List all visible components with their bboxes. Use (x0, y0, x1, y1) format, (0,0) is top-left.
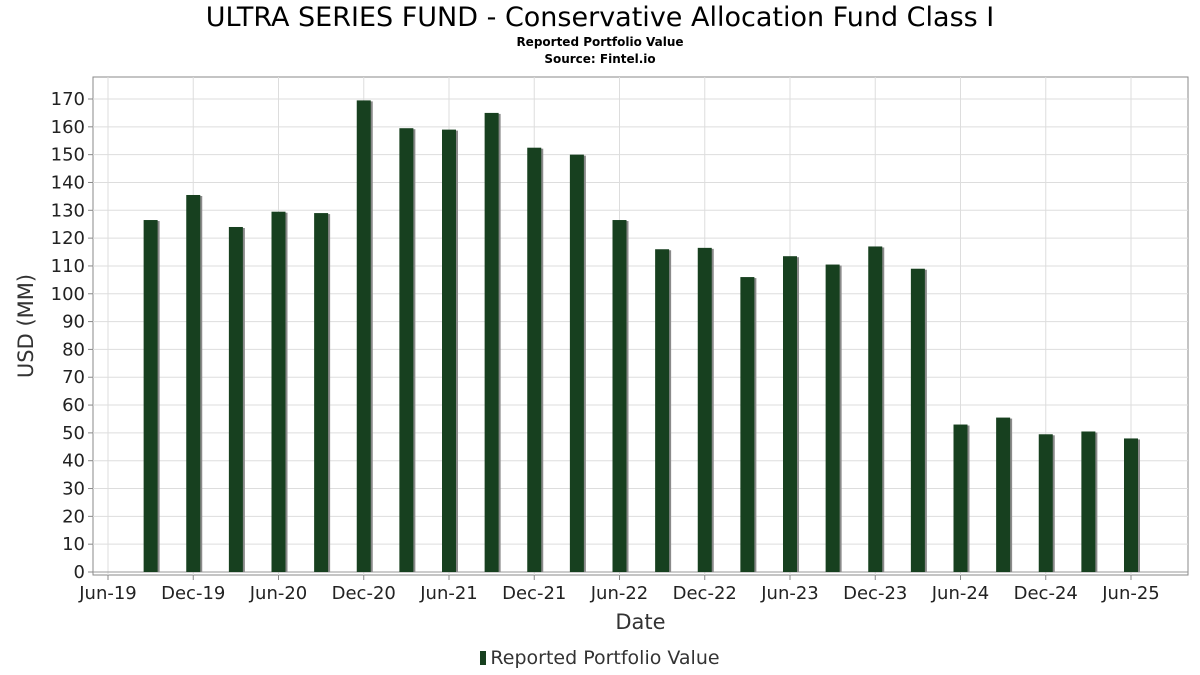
y-tick-label: 110 (51, 256, 85, 277)
bar (655, 249, 670, 572)
chart-title: ULTRA SERIES FUND - Conservative Allocat… (205, 2, 995, 33)
x-tick-label: Jun-22 (590, 583, 649, 604)
y-tick-label: 70 (62, 367, 85, 388)
bar (399, 128, 414, 572)
bar (356, 100, 371, 572)
bar (314, 213, 329, 572)
bar (143, 220, 158, 572)
x-tick-label: Jun-20 (249, 583, 308, 604)
bar (271, 211, 286, 572)
bar (1124, 438, 1138, 572)
legend: Reported Portfolio Value (0, 647, 1200, 669)
plot-area (92, 76, 1189, 576)
x-tick-label: Dec-19 (161, 583, 225, 604)
x-tick-label: Jun-24 (931, 583, 990, 604)
bar (612, 220, 627, 572)
y-tick-label: 90 (62, 312, 85, 333)
bar (996, 417, 1011, 572)
y-tick-label: 120 (51, 228, 85, 249)
bar (484, 112, 499, 572)
bar (442, 129, 456, 572)
x-tick-label: Dec-21 (502, 583, 566, 604)
y-axis-label: USD (MM) (14, 274, 38, 378)
x-tick-label: Jun-25 (1101, 583, 1160, 604)
bar (825, 264, 840, 572)
legend-swatch-icon (480, 651, 487, 665)
bar (910, 268, 925, 572)
y-tick-label: 20 (62, 506, 85, 527)
bar (783, 256, 797, 572)
y-tick-label: 150 (51, 145, 85, 166)
x-tick-label: Jun-23 (760, 583, 819, 604)
bar (740, 277, 755, 572)
y-tick-label: 0 (74, 562, 85, 583)
bar (186, 194, 201, 572)
x-axis-label: Date (615, 610, 665, 634)
legend-label: Reported Portfolio Value (490, 647, 720, 669)
x-tick-label: Jun-19 (78, 583, 137, 604)
chart-source: Source: Fintel.io (544, 52, 656, 66)
y-tick-label: 100 (51, 284, 85, 305)
y-tick-label: 160 (51, 117, 85, 138)
chart-subtitle: Reported Portfolio Value (516, 35, 684, 49)
bar (569, 154, 584, 572)
y-tick-label: 140 (51, 172, 85, 193)
x-tick-label: Dec-20 (332, 583, 396, 604)
bar (1038, 434, 1053, 572)
x-tick-label: Dec-23 (843, 583, 907, 604)
y-tick-label: 30 (62, 479, 85, 500)
bar (953, 424, 968, 572)
x-tick-label: Jun-21 (419, 583, 478, 604)
y-tick-label: 40 (62, 451, 85, 472)
y-tick-label: 60 (62, 395, 85, 416)
bar (868, 246, 883, 572)
x-tick-label: Dec-22 (673, 583, 737, 604)
y-tick-label: 80 (62, 339, 85, 360)
bar (1081, 431, 1096, 572)
bar (697, 247, 712, 572)
x-tick-label: Dec-24 (1014, 583, 1078, 604)
y-tick-label: 130 (51, 200, 85, 221)
y-tick-label: 10 (62, 534, 85, 555)
y-tick-label: 170 (51, 89, 85, 110)
bar (228, 226, 243, 573)
bar (527, 147, 542, 573)
y-tick-label: 50 (62, 423, 85, 444)
